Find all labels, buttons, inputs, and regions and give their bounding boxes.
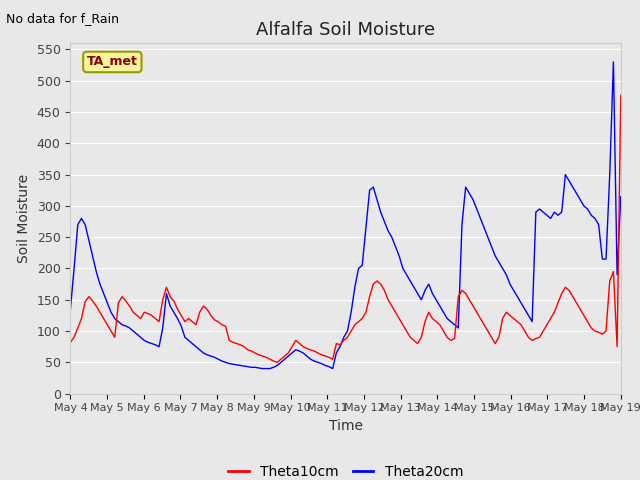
Text: TA_met: TA_met (87, 56, 138, 69)
Legend: Theta10cm, Theta20cm: Theta10cm, Theta20cm (223, 460, 468, 480)
X-axis label: Time: Time (328, 419, 363, 433)
Text: No data for f_Rain: No data for f_Rain (6, 12, 120, 25)
Title: Alfalfa Soil Moisture: Alfalfa Soil Moisture (256, 21, 435, 39)
Y-axis label: Soil Moisture: Soil Moisture (17, 174, 31, 263)
